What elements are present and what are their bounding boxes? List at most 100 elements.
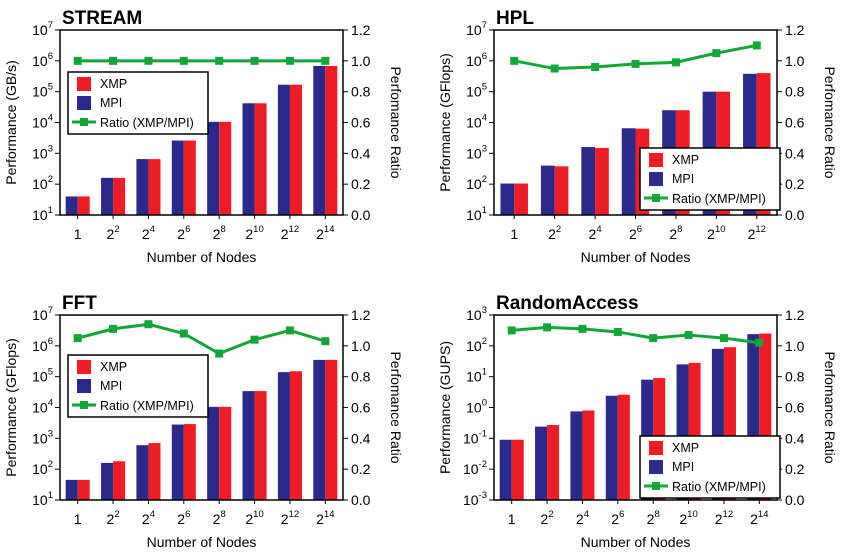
legend-label-ratio: Ratio (XMP/MPI) bbox=[672, 192, 766, 206]
y-axis-label: Performance (GUPS) bbox=[437, 341, 453, 474]
x-tick-label: 26 bbox=[177, 224, 190, 242]
y-tick-label: 103 bbox=[466, 143, 487, 161]
y2-tick-label: 0.4 bbox=[351, 430, 371, 446]
x-tick-label: 212 bbox=[748, 224, 766, 242]
y-tick-label: 101 bbox=[466, 367, 487, 385]
x-tick-label: 1 bbox=[74, 226, 82, 242]
x-tick-label: 28 bbox=[647, 509, 660, 527]
x-tick-label: 26 bbox=[177, 509, 190, 527]
mpi-bar bbox=[101, 462, 114, 500]
x-axis-label: Number of Nodes bbox=[147, 249, 257, 265]
ratio-marker bbox=[179, 56, 188, 65]
y-tick-label: 10-2 bbox=[463, 459, 487, 477]
legend-label-ratio: Ratio (XMP/MPI) bbox=[100, 399, 194, 413]
legend-box bbox=[67, 354, 209, 418]
xmp-bar bbox=[325, 359, 338, 500]
legend-label-xmp: XMP bbox=[100, 360, 127, 374]
ratio-marker bbox=[507, 326, 516, 335]
legend-label-mpi: MPI bbox=[100, 379, 122, 393]
legend-marker-ratio bbox=[652, 482, 660, 490]
x-tick-label: 212 bbox=[281, 224, 299, 242]
chart-title: STREAM bbox=[62, 8, 142, 29]
y2-tick-label: 1.2 bbox=[351, 22, 371, 38]
mpi-bar bbox=[313, 359, 326, 500]
x-tick-label: 210 bbox=[245, 509, 263, 527]
mpi-bar bbox=[136, 159, 149, 215]
x-axis-label: Number of Nodes bbox=[581, 534, 691, 550]
x-tick-label: 210 bbox=[707, 224, 725, 242]
x-tick-label: 26 bbox=[611, 509, 624, 527]
plot-frame bbox=[493, 314, 778, 501]
legend-label-xmp: XMP bbox=[672, 441, 699, 455]
ratio-marker bbox=[631, 59, 640, 68]
plot-frame bbox=[59, 314, 344, 501]
y2-axis-label: Perfomance Ratio bbox=[822, 351, 838, 463]
ratio-marker bbox=[510, 56, 519, 65]
y2-tick-label: 0.2 bbox=[351, 461, 371, 477]
x-tick-label: 22 bbox=[107, 509, 120, 527]
ratio-marker bbox=[321, 337, 330, 346]
xmp-bar bbox=[254, 103, 267, 215]
x-axis-label: Number of Nodes bbox=[581, 249, 691, 265]
plot-frame bbox=[59, 29, 344, 216]
x-tick-label: 1 bbox=[510, 226, 518, 242]
xmp-bar bbox=[547, 425, 560, 500]
y2-tick-label: 0.6 bbox=[351, 115, 371, 131]
x-tick-label: 26 bbox=[629, 224, 642, 242]
chart-title: FFT bbox=[62, 293, 97, 314]
mpi-bar bbox=[277, 84, 290, 215]
x-tick-label: 24 bbox=[589, 224, 602, 242]
y2-tick-label: 0.2 bbox=[785, 176, 805, 192]
y-axis-label: Performance (GFlops) bbox=[3, 338, 19, 476]
ratio-marker bbox=[578, 324, 587, 333]
legend-label-mpi: MPI bbox=[672, 460, 694, 474]
xmp-bar bbox=[289, 371, 302, 500]
xmp-bar bbox=[254, 391, 267, 500]
x-tick-label: 212 bbox=[281, 509, 299, 527]
mpi-bar bbox=[570, 411, 583, 500]
legend-marker-ratio bbox=[652, 194, 660, 202]
ratio-marker bbox=[684, 331, 693, 340]
ratio-marker bbox=[755, 338, 764, 347]
ratio-marker bbox=[144, 56, 153, 65]
ratio-marker bbox=[719, 334, 728, 343]
x-tick-label: 210 bbox=[679, 509, 697, 527]
chart-title: RandomAccess bbox=[496, 293, 639, 314]
y2-tick-label: 1.0 bbox=[351, 338, 371, 354]
mpi-bar bbox=[65, 196, 78, 215]
y-tick-label: 10-1 bbox=[463, 428, 487, 446]
y2-tick-label: 0.0 bbox=[785, 207, 805, 223]
legend-label-mpi: MPI bbox=[672, 172, 694, 186]
ratio-marker bbox=[250, 335, 259, 344]
xmp-bar bbox=[113, 461, 126, 500]
x-tick-label: 24 bbox=[576, 509, 589, 527]
xmp-bar bbox=[219, 406, 232, 500]
mpi-bar bbox=[499, 439, 512, 500]
legend-label-ratio: Ratio (XMP/MPI) bbox=[100, 116, 194, 130]
mpi-bar bbox=[65, 479, 78, 500]
legend-label-mpi: MPI bbox=[100, 96, 122, 110]
legend-marker-ratio bbox=[80, 401, 88, 409]
ratio-marker bbox=[285, 326, 294, 335]
legend-swatch-xmp bbox=[649, 153, 663, 167]
y2-tick-label: 0.0 bbox=[351, 207, 371, 223]
chart-legend: XMP MPI Ratio (XMP/MPI) bbox=[67, 354, 209, 418]
x-tick-label: 212 bbox=[715, 509, 733, 527]
xmp-bar bbox=[325, 65, 338, 215]
y-tick-label: 10-3 bbox=[463, 490, 487, 508]
x-tick-label: 214 bbox=[316, 224, 334, 242]
ratio-marker bbox=[144, 320, 153, 329]
ratio-marker bbox=[73, 56, 82, 65]
y-tick-label: 102 bbox=[466, 174, 487, 192]
x-axis-label: Number of Nodes bbox=[147, 534, 257, 550]
y-axis-label: Performance (GB/s) bbox=[3, 60, 19, 184]
xmp-bar bbox=[219, 121, 232, 215]
ratio-marker bbox=[285, 56, 294, 65]
ratio-marker bbox=[215, 56, 224, 65]
y2-tick-label: 1.2 bbox=[351, 307, 371, 323]
ratio-marker bbox=[215, 349, 224, 358]
mpi-bar bbox=[500, 183, 515, 215]
y2-tick-label: 0.8 bbox=[785, 84, 805, 100]
ratio-marker bbox=[550, 64, 559, 73]
